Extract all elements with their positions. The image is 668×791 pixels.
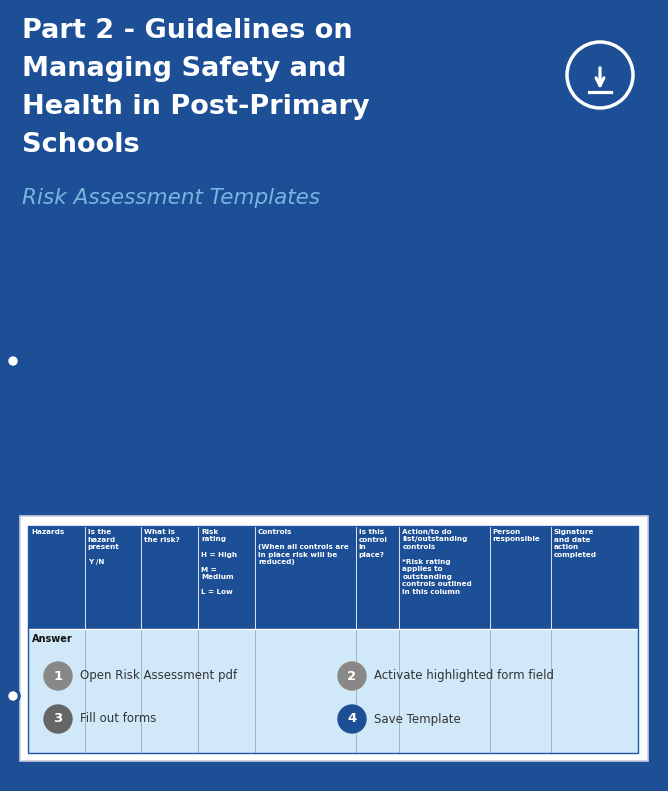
Bar	[28, 526, 638, 753]
Text: Person
responsible: Person responsible	[493, 529, 540, 543]
Text: Answer: Answer	[32, 634, 73, 644]
Text: Save Template: Save Template	[374, 713, 461, 725]
Text: 1: 1	[53, 669, 63, 683]
Circle shape	[9, 692, 17, 700]
Circle shape	[338, 662, 366, 690]
Circle shape	[44, 662, 72, 690]
Text: Signature
and date
action
completed: Signature and date action completed	[554, 529, 597, 558]
Circle shape	[44, 705, 72, 733]
Text: 4: 4	[347, 713, 357, 725]
Text: 3: 3	[53, 713, 63, 725]
Circle shape	[6, 689, 20, 703]
Bar	[28, 629, 638, 753]
Text: Risk
rating

H = High

M =
Medium

L = Low: Risk rating H = High M = Medium L = Low	[201, 529, 237, 595]
Text: Action/to do
list/outstanding
controls

*Risk rating
applies to
outstanding
cont: Action/to do list/outstanding controls *…	[403, 529, 472, 595]
Text: Fill out forms: Fill out forms	[80, 713, 156, 725]
Circle shape	[6, 354, 20, 368]
Circle shape	[9, 357, 17, 365]
Text: Hazards: Hazards	[31, 529, 64, 535]
Text: Is the
hazard
present

Y /N: Is the hazard present Y /N	[88, 529, 120, 565]
Bar	[28, 526, 638, 629]
Text: Managing Safety and: Managing Safety and	[22, 56, 347, 82]
Text: Controls

(When all controls are
in place risk will be
reduced): Controls (When all controls are in place…	[258, 529, 349, 565]
Text: Open Risk Assessment pdf: Open Risk Assessment pdf	[80, 669, 237, 683]
Bar	[20, 516, 648, 761]
Text: What is
the risk?: What is the risk?	[144, 529, 180, 543]
Text: Schools: Schools	[22, 132, 140, 158]
Text: Part 2 - Guidelines on: Part 2 - Guidelines on	[22, 18, 353, 44]
Text: 2: 2	[347, 669, 357, 683]
Text: Health in Post-Primary: Health in Post-Primary	[22, 94, 369, 120]
Text: Activate highlighted form field: Activate highlighted form field	[374, 669, 554, 683]
Circle shape	[338, 705, 366, 733]
Text: Is this
control
in
place?: Is this control in place?	[359, 529, 387, 558]
Text: Risk Assessment Templates: Risk Assessment Templates	[22, 188, 320, 208]
